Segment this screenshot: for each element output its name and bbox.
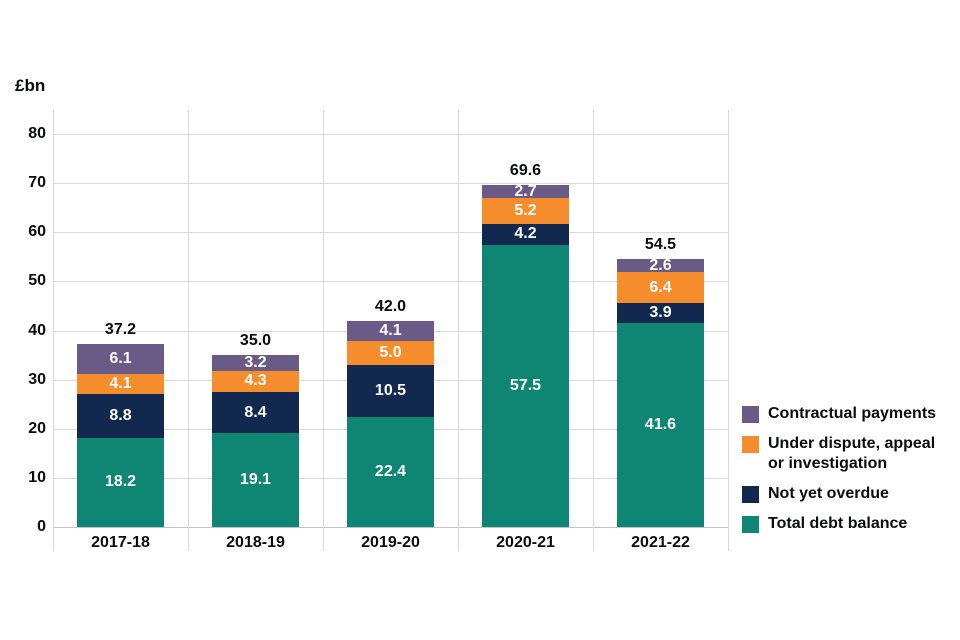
bar-segment-label: 4.1 [109, 375, 132, 393]
bar-segment-label: 4.3 [244, 372, 267, 390]
y-tick-label: 50 [28, 272, 46, 290]
grid-line-vertical [188, 110, 189, 551]
bar-segment: 6.1 [77, 344, 164, 375]
x-axis-label: 2019-20 [361, 534, 420, 551]
grid-line-vertical [458, 110, 459, 551]
y-tick-label: 10 [28, 468, 46, 486]
bar-segment: 2.7 [482, 182, 569, 200]
bar-segment: 4.2 [482, 223, 569, 245]
grid-line-horizontal [53, 232, 728, 234]
bar-segment: 5.2 [482, 198, 569, 224]
bar-total-label: 35.0 [239, 332, 272, 350]
y-tick-label: 40 [28, 321, 46, 339]
bar-segment-label: 5.0 [379, 344, 402, 362]
bar-segment-label: 3.2 [244, 353, 267, 371]
bar-segment: 3.2 [212, 353, 299, 371]
bar-segment-label: 8.8 [109, 406, 132, 424]
bar-total-label: 54.5 [644, 236, 677, 254]
grid-line-horizontal [53, 183, 728, 185]
bar-segment-label: 6.4 [649, 278, 672, 296]
legend-label: Contractual payments [768, 405, 937, 422]
bar-segment-label: 8.4 [244, 403, 267, 421]
bar-segment-label: 4.1 [379, 321, 402, 339]
bar-segment: 57.5 [482, 244, 569, 527]
bar-segment: 8.8 [77, 394, 164, 438]
bar-segment-label: 6.1 [109, 350, 132, 368]
legend-swatch-total-debt-balance [742, 516, 759, 533]
bar-segment: 5.0 [347, 340, 434, 366]
bar-segment: 8.4 [212, 391, 299, 434]
legend-label: Under dispute, appeal or investigation [768, 435, 936, 472]
bar-segment: 4.1 [347, 320, 434, 341]
bar-segment: 2.6 [617, 256, 704, 274]
bar-segment: 4.1 [77, 374, 164, 395]
bar-segment-label: 2.6 [649, 256, 672, 274]
legend: Contractual payments Under dispute, appea… [742, 404, 957, 544]
bar-segment: 3.9 [617, 303, 704, 323]
y-tick-label: 0 [37, 518, 46, 535]
bar-segment-label: 2.7 [514, 182, 537, 200]
x-axis-line [53, 527, 728, 528]
grid-line-vertical [728, 110, 729, 551]
x-axis-label: 2021-22 [631, 534, 690, 551]
bar-segment: 10.5 [347, 365, 434, 417]
bar-segment-label: 4.2 [514, 225, 537, 243]
bar-segment: 4.3 [212, 370, 299, 392]
bar-total-label: 69.6 [509, 162, 542, 180]
legend-label: Not yet overdue [768, 485, 889, 502]
bar-segment-label: 19.1 [239, 471, 272, 489]
bar-segment-label: 41.6 [644, 415, 677, 433]
y-tick-label: 20 [28, 419, 46, 437]
y-tick-label: 30 [28, 370, 46, 388]
grid-line-horizontal [53, 281, 728, 283]
bar-segment-label: 22.4 [374, 462, 407, 480]
grid-line-vertical [323, 110, 324, 551]
grid-line-horizontal [53, 134, 728, 135]
y-axis-unit-label: £bn [15, 76, 46, 95]
legend-swatch-contractual-payments [742, 406, 759, 423]
grid-line-vertical [593, 110, 594, 551]
bar-segment-label: 10.5 [374, 382, 407, 400]
bar-segment-label: 18.2 [104, 473, 137, 491]
legend-item-total-debt-balance: Total debt balance [742, 514, 957, 534]
bar-segment: 19.1 [212, 433, 299, 527]
grid-line-vertical [53, 110, 54, 551]
legend-swatch-not-yet-overdue [742, 486, 759, 503]
y-tick-label: 70 [28, 174, 46, 192]
legend-item-contractual-payments: Contractual payments [742, 404, 957, 424]
bar-total-label: 42.0 [374, 297, 407, 315]
y-tick-label: 60 [28, 223, 46, 241]
bar-segment-label: 5.2 [514, 202, 537, 220]
bar-segment: 41.6 [617, 322, 704, 527]
x-axis-label: 2020-21 [496, 534, 555, 551]
y-tick-label: 80 [28, 125, 46, 142]
x-axis-label: 2017-18 [91, 534, 150, 551]
legend-item-under-dispute-appeal-or-investigation: Under dispute, appeal or investigation [742, 434, 957, 474]
bar-segment-label: 3.9 [649, 304, 672, 322]
legend-swatch-under-dispute-appeal-or-investigation [742, 436, 759, 453]
bar-segment-label: 57.5 [509, 376, 542, 394]
bar-segment: 6.4 [617, 272, 704, 304]
x-axis-label: 2018-19 [226, 534, 285, 551]
bar-segment: 22.4 [347, 416, 434, 527]
bar-total-label: 37.2 [104, 321, 137, 339]
legend-label: Total debt balance [768, 515, 908, 532]
bar-segment: 18.2 [77, 437, 164, 527]
legend-item-not-yet-overdue: Not yet overdue [742, 484, 957, 504]
